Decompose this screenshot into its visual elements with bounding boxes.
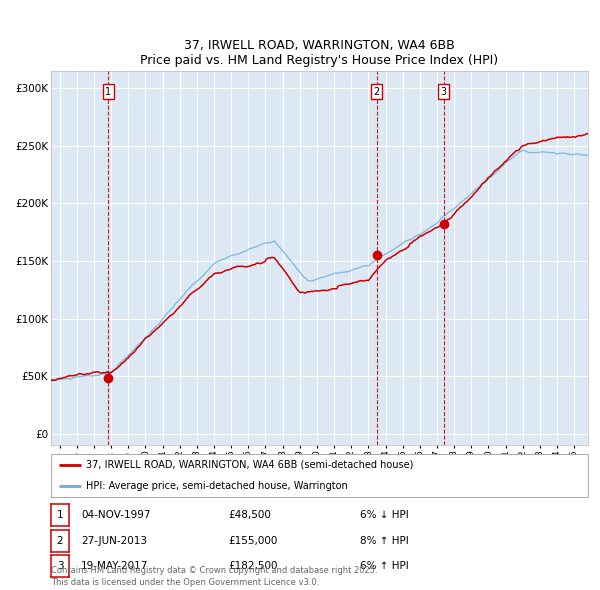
Text: £155,000: £155,000: [228, 536, 277, 546]
Text: 6% ↑ HPI: 6% ↑ HPI: [360, 561, 409, 571]
Text: £48,500: £48,500: [228, 510, 271, 520]
Text: Contains HM Land Registry data © Crown copyright and database right 2025.
This d: Contains HM Land Registry data © Crown c…: [51, 566, 377, 587]
Text: 3: 3: [56, 561, 64, 571]
Text: 6% ↓ HPI: 6% ↓ HPI: [360, 510, 409, 520]
Text: 8% ↑ HPI: 8% ↑ HPI: [360, 536, 409, 546]
Text: 27-JUN-2013: 27-JUN-2013: [81, 536, 147, 546]
Text: 1: 1: [56, 510, 64, 520]
Text: 04-NOV-1997: 04-NOV-1997: [81, 510, 151, 520]
Text: 37, IRWELL ROAD, WARRINGTON, WA4 6BB (semi-detached house): 37, IRWELL ROAD, WARRINGTON, WA4 6BB (se…: [86, 460, 413, 470]
Text: 2: 2: [56, 536, 64, 546]
Text: HPI: Average price, semi-detached house, Warrington: HPI: Average price, semi-detached house,…: [86, 481, 347, 491]
Title: 37, IRWELL ROAD, WARRINGTON, WA4 6BB
Price paid vs. HM Land Registry's House Pri: 37, IRWELL ROAD, WARRINGTON, WA4 6BB Pri…: [140, 39, 499, 67]
Text: £182,500: £182,500: [228, 561, 277, 571]
Text: 3: 3: [440, 87, 446, 97]
Text: 19-MAY-2017: 19-MAY-2017: [81, 561, 148, 571]
Text: 2: 2: [374, 87, 380, 97]
Text: 1: 1: [105, 87, 112, 97]
